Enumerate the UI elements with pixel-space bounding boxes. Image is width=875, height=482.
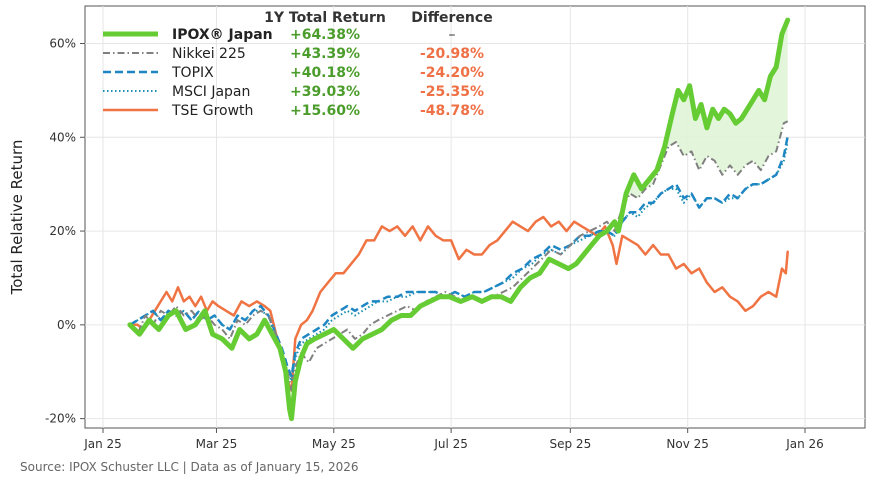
legend-return-value: +43.39% [290,46,360,62]
legend-difference-value: -20.98% [420,46,484,62]
y-tick-label: -20% [45,412,76,426]
legend-difference-value: -25.35% [420,84,484,100]
x-tick-label: Jul 25 [433,437,468,451]
x-tick-label: Sep 25 [550,437,592,451]
series-line-ipox-japan [127,17,791,422]
legend: 1Y Total Return Difference IPOX® Japan +6… [103,10,493,119]
y-tick-label: 40% [49,130,76,144]
x-tick-label: Jan 26 [785,437,824,451]
x-tick-label: May 25 [312,437,356,451]
x-tick-label: Mar 25 [196,437,238,451]
legend-return-value: +64.38% [290,27,360,43]
legend-difference-value: -24.20% [420,65,484,81]
outperformance-fill [618,20,788,232]
y-tick-label: 20% [49,224,76,238]
y-axis-label: Total Relative Return [8,140,26,296]
x-axis: Jan 25 Mar 25 May 25 Jul 25 Sep 25 Nov 25 Jan … [83,428,824,451]
x-tick-label: Nov 25 [666,437,709,451]
legend-return-value: +40.18% [290,65,360,81]
y-tick-label: 60% [49,37,76,51]
legend-series-name: Nikkei 225 [172,46,246,62]
series-line-msci-japan [129,141,789,383]
legend-difference-value: – [449,27,456,43]
legend-series-name: TSE Growth [171,103,253,119]
series-lines [127,17,791,422]
legend-series-name: MSCI Japan [172,84,250,100]
legend-return-value: +15.60% [290,103,360,119]
plot-area [84,5,866,429]
ipox-vs-nikkei-fill [618,20,788,232]
legend-header-difference: Difference [411,10,492,26]
y-axis: -20% 0% 20% 40% 60% [45,37,85,426]
series-line-nikkei-225 [129,120,789,392]
legend-difference-value: -48.78% [420,103,484,119]
y-tick-label: 0% [57,318,76,332]
x-tick-label: Jan 25 [83,437,122,451]
legend-series-name: TOPIX [171,65,214,81]
series-line-tse-growth [128,215,789,392]
legend-return-value: +39.03% [290,84,360,100]
source-note: Source: IPOX Schuster LLC | Data as of J… [20,460,359,474]
legend-series-name: IPOX® Japan [172,27,273,43]
legend-header-return: 1Y Total Return [264,10,386,26]
